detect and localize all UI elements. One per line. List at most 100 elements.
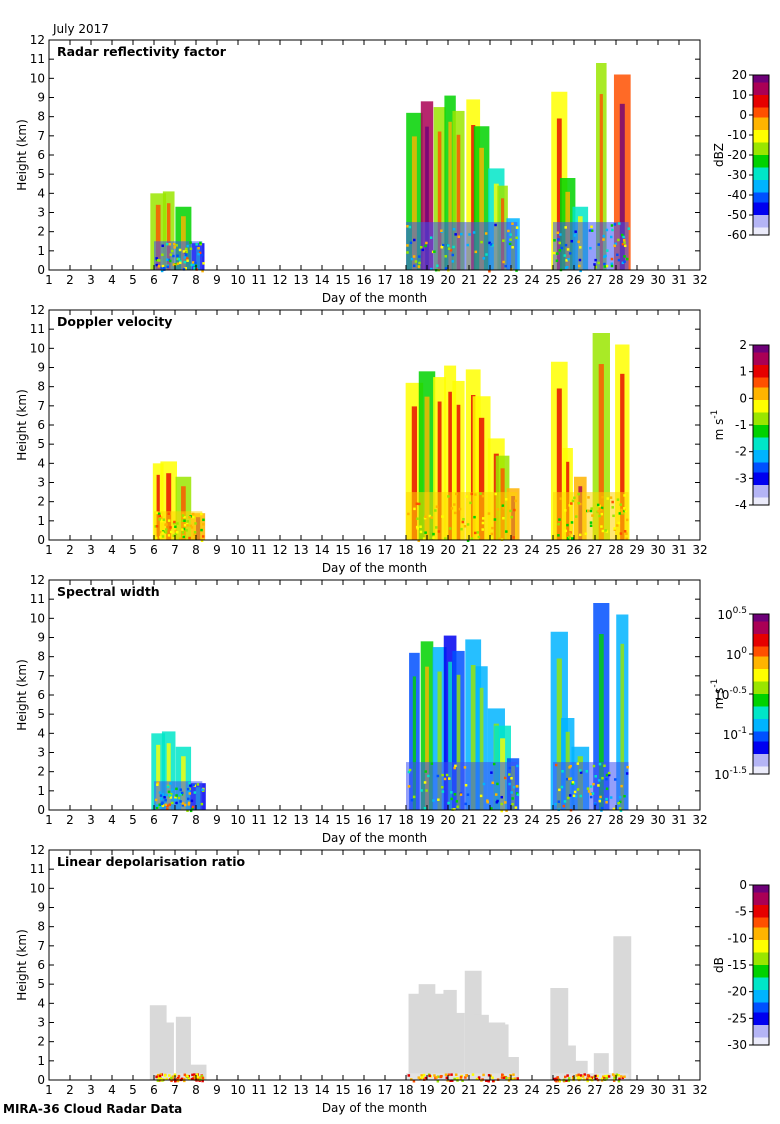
echo-speckle (168, 1074, 171, 1077)
echo-core (448, 391, 452, 540)
echo-speckle (594, 1074, 597, 1078)
x-tick-label: 2 (66, 813, 74, 827)
x-tick-label: 28 (608, 813, 623, 827)
echo-speckle (570, 502, 573, 505)
echo-speckle (609, 496, 613, 499)
echo-speckle (598, 762, 602, 766)
y-tick-label: 7 (37, 129, 45, 143)
colorbar-segment (753, 759, 769, 763)
echo-speckle (187, 790, 191, 793)
echo-speckle (508, 1076, 511, 1080)
echo-speckle (504, 498, 508, 501)
echo-speckle (600, 506, 604, 510)
echo-core (425, 126, 429, 270)
x-tick-label: 1 (45, 543, 53, 557)
echo-speckle (508, 782, 511, 786)
colorbar-segment (753, 900, 769, 904)
echo-speckle (558, 241, 561, 245)
echo-speckle (451, 260, 455, 263)
x-tick-label: 25 (545, 273, 560, 287)
colorbar-segment (753, 442, 769, 446)
colorbar-tick-exponent: -0.5 (729, 686, 747, 696)
colorbar-segment (753, 614, 769, 618)
x-tick-label: 10 (230, 1083, 245, 1097)
x-tick-label: 30 (650, 1083, 665, 1097)
x-tick-label: 32 (692, 1083, 707, 1097)
echo-speckle (422, 537, 426, 540)
echo-speckle (169, 792, 173, 796)
echo-speckle (161, 244, 164, 248)
echo-speckle (202, 523, 205, 526)
colorbar-segment (753, 170, 769, 174)
colorbar-segment (753, 709, 769, 713)
echo-speckle (201, 535, 205, 538)
y-tick-label: 12 (30, 33, 45, 47)
colorbar-segment (753, 1032, 769, 1036)
echo-core (437, 671, 442, 810)
echo-speckle (179, 261, 182, 265)
echo-speckle (450, 797, 453, 801)
colorbar-segment (753, 422, 769, 426)
colorbar-segment (753, 380, 769, 384)
y-tick-label: 6 (37, 688, 45, 702)
echo-speckle (193, 1073, 196, 1076)
colorbar-segment (753, 430, 769, 434)
echo-speckle (597, 510, 600, 513)
echo-core (598, 634, 604, 810)
echo-speckle (510, 515, 513, 519)
y-tick-label: 2 (37, 765, 45, 779)
colorbar-segment (753, 1022, 769, 1026)
colorbar-segment (753, 75, 769, 79)
low-echo-band (406, 492, 518, 540)
echo-speckle (623, 494, 626, 497)
echo-speckle (154, 536, 158, 540)
colorbar-segment (753, 110, 769, 114)
colorbar-tick-label: 100 (726, 646, 747, 662)
colorbar-segment (753, 152, 769, 156)
x-tick-label: 4 (108, 813, 116, 827)
y-tick-label: 1 (37, 784, 45, 798)
echo-speckle (421, 1076, 424, 1079)
colorbar-segment (753, 711, 769, 715)
colorbar-tick-label: -1 (735, 418, 747, 432)
echo-speckle (593, 263, 596, 266)
echo-column (149, 1005, 167, 1080)
echo-core (620, 643, 625, 810)
x-tick-label: 10 (230, 813, 245, 827)
colorbar-tick-label: -5 (735, 905, 747, 919)
echo-core (479, 687, 484, 810)
echo-speckle (187, 801, 191, 805)
x-tick-label: 3 (87, 273, 95, 287)
echo-speckle (614, 242, 617, 246)
echo-speckle (502, 260, 505, 264)
echo-speckle (556, 252, 559, 255)
echo-speckle (174, 529, 177, 533)
echo-speckle (186, 1074, 189, 1078)
echo-speckle (565, 259, 568, 262)
colorbar-tick-label: 10-1.5 (714, 766, 747, 782)
colorbar-tick-exponent: -1.5 (729, 766, 747, 776)
colorbar-segment (753, 621, 769, 625)
colorbar-segment (753, 467, 769, 471)
echo-speckle (161, 253, 164, 257)
x-tick-label: 18 (398, 1083, 413, 1097)
echo-speckle (486, 799, 489, 802)
echo-speckle (157, 1077, 161, 1080)
echo-speckle (617, 1079, 621, 1083)
echo-speckle (453, 793, 457, 796)
echo-speckle (606, 1074, 609, 1078)
echo-speckle (447, 801, 450, 805)
echo-speckle (171, 801, 174, 805)
x-tick-label: 24 (524, 543, 539, 557)
echo-speckle (505, 530, 508, 533)
echo-speckle (494, 223, 497, 227)
x-tick-label: 15 (335, 273, 350, 287)
colorbar-segment (753, 162, 769, 166)
echo-speckle (202, 262, 205, 265)
echo-speckle (579, 1077, 582, 1080)
echo-speckle (482, 257, 486, 260)
y-tick-label: 10 (30, 611, 45, 625)
x-tick-label: 8 (192, 543, 200, 557)
echo-speckle (465, 495, 468, 498)
